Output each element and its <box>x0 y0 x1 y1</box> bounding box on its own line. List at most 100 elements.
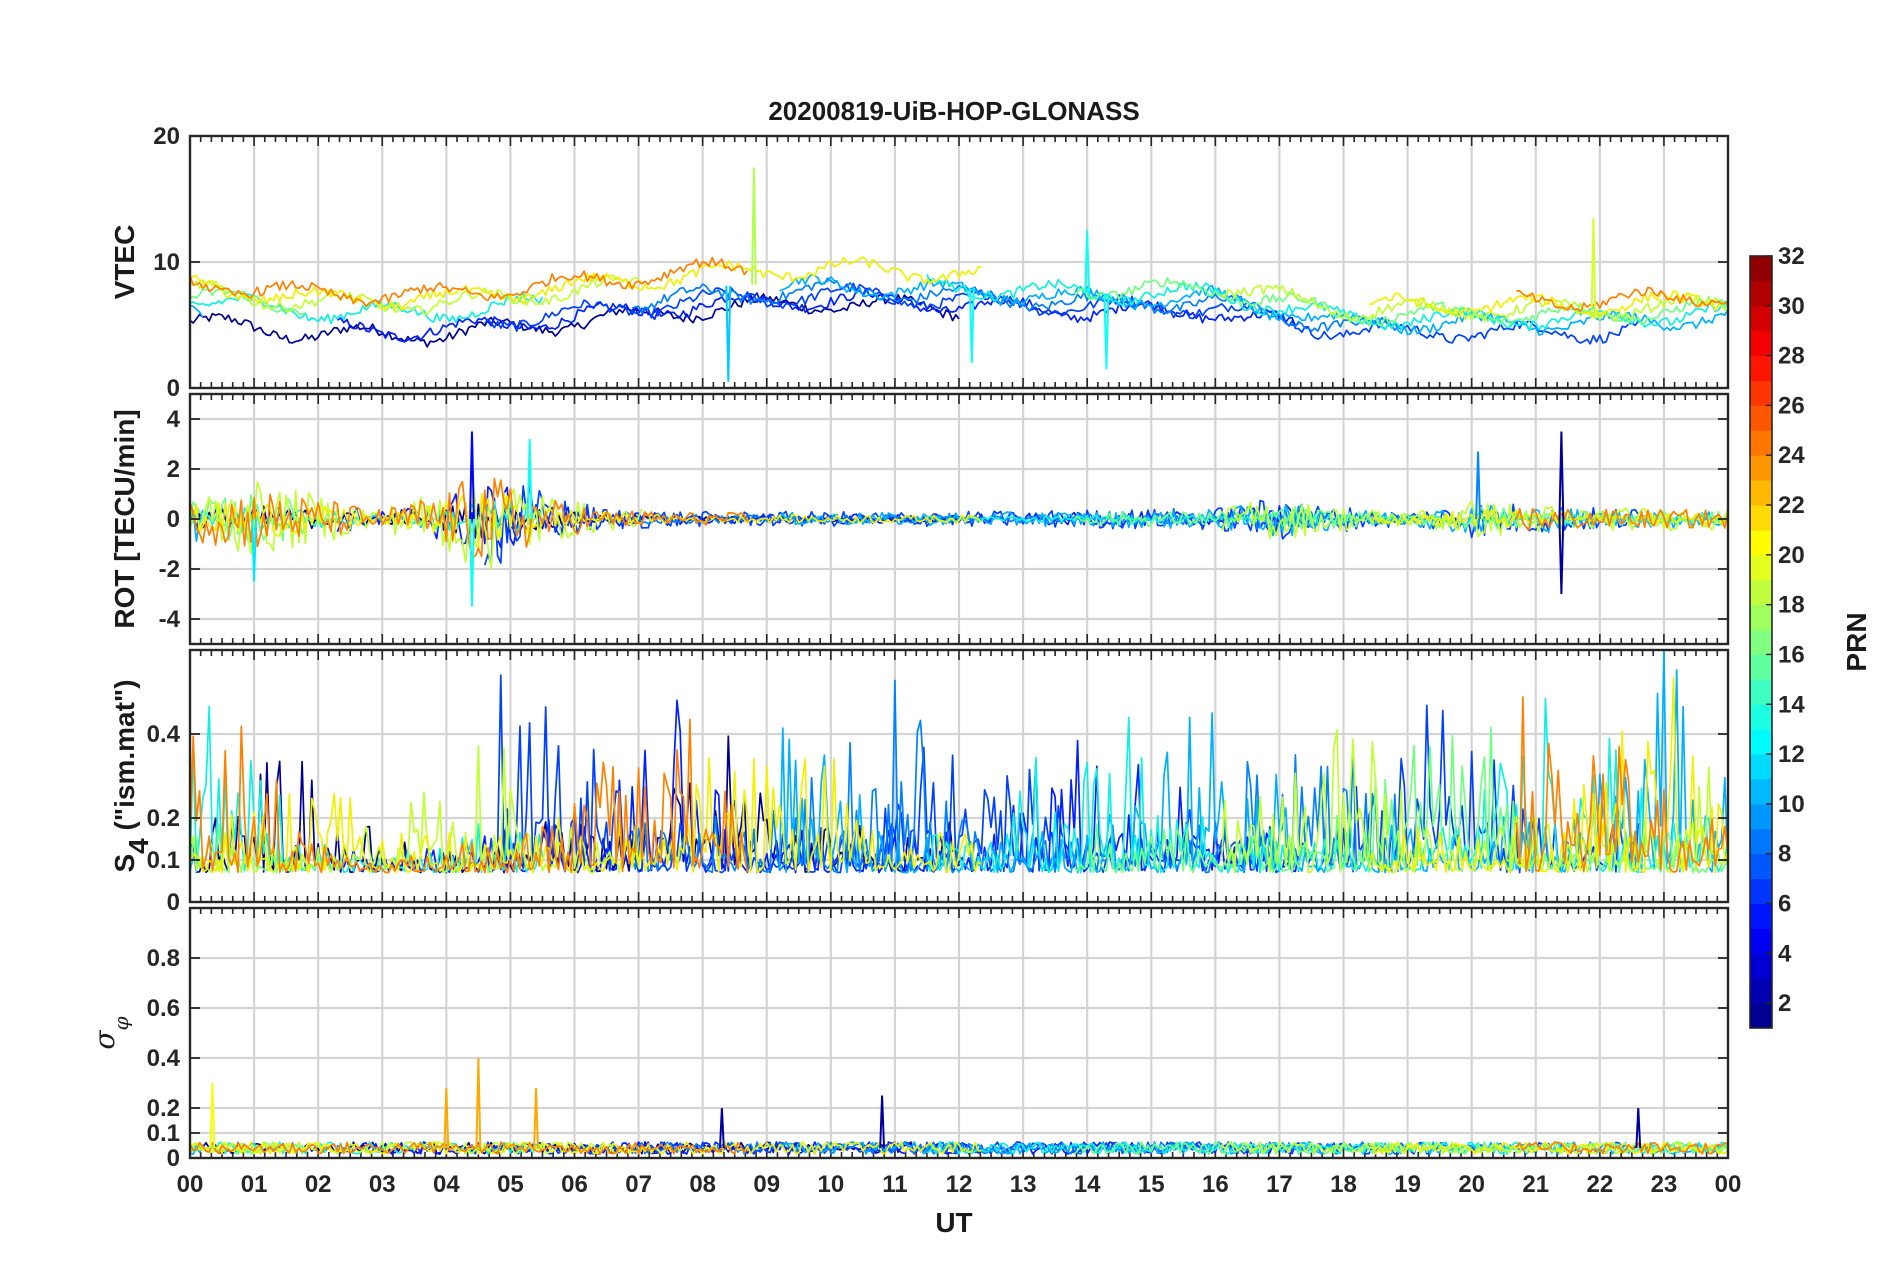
colorbar-tick-label: 32 <box>1778 243 1805 270</box>
x-tick-label: 14 <box>1074 1171 1101 1198</box>
x-tick-label: 10 <box>817 1171 844 1198</box>
spike-prn-23 <box>443 1087 450 1149</box>
x-tick-label: 12 <box>946 1171 973 1198</box>
colorbar-segment <box>1750 928 1772 954</box>
spike-prn-12 <box>251 518 258 582</box>
colorbar-segment <box>1750 554 1772 581</box>
series-prn-20 <box>189 676 1729 874</box>
x-tick-label: 16 <box>1202 1171 1229 1198</box>
colorbar-segment <box>1750 629 1772 655</box>
x-tick-label: 11 <box>882 1171 907 1198</box>
y-axis-label-tail: ("ism.mat") <box>109 679 140 838</box>
colorbar-segment <box>1750 604 1772 631</box>
y-tick-label: 20 <box>153 123 180 150</box>
colorbar-segment <box>1750 853 1772 880</box>
spike-prn-13 <box>1084 230 1091 294</box>
colorbar-segment <box>1750 729 1772 755</box>
colorbar-segment <box>1750 430 1772 456</box>
panel-3: 00.10.20.4S4 ("ism.mat") <box>109 648 1730 916</box>
y-axis-label: S4 ("ism.mat") <box>109 679 154 872</box>
colorbar-tick-label: 26 <box>1778 392 1805 419</box>
spike-prn-2 <box>1558 518 1565 595</box>
colorbar-tick-label: 20 <box>1778 542 1805 569</box>
x-tick-label: 18 <box>1330 1171 1357 1198</box>
series-prn-9 <box>631 277 1402 332</box>
series-prn-23 <box>189 1141 1729 1155</box>
x-tick-label: 09 <box>753 1171 780 1198</box>
y-axis-label: ROT [TECU/min] <box>109 409 140 628</box>
y-tick-label: 0.2 <box>147 805 180 832</box>
y-tick-label: 0 <box>167 889 180 916</box>
spike-prn-11 <box>725 285 732 382</box>
colorbar-segment <box>1750 529 1772 556</box>
x-tick-label: 03 <box>369 1171 396 1198</box>
colorbar-segment <box>1750 305 1772 332</box>
colorbar-tick-label: 14 <box>1778 691 1805 718</box>
colorbar-segment <box>1750 579 1772 606</box>
colorbar-segment <box>1750 505 1772 531</box>
chart-title: 20200819-UiB-HOP-GLONASS <box>768 96 1139 126</box>
spike-prn-5 <box>469 431 475 520</box>
x-tick-label: 23 <box>1651 1171 1678 1198</box>
spike-prn-13 <box>968 287 975 363</box>
y-tick-label: 4 <box>167 406 181 433</box>
spike-prn-13 <box>526 438 533 520</box>
panel-4: 00.10.2 0.4 0.6 0.8 σφ 00 01 02 03 04 05 06 07 08 09 10… <box>88 906 1741 1198</box>
y-tick-label: 0.1 <box>147 847 180 874</box>
x-tick-label: 07 <box>625 1171 652 1198</box>
colorbar-frame <box>1749 255 1773 1029</box>
series-group <box>189 649 1729 874</box>
colorbar-tick-label: 28 <box>1778 343 1805 370</box>
x-tick-label: 08 <box>689 1171 716 1198</box>
x-tick-label: 15 <box>1138 1171 1165 1198</box>
x-tick-label: 00 <box>177 1171 204 1198</box>
colorbar-segment <box>1750 380 1772 406</box>
y-tick-label: 10 <box>153 249 180 276</box>
y-tick-label: -2 <box>159 556 180 583</box>
series-prn-19 <box>189 274 1729 323</box>
colorbar-segment <box>1750 903 1772 929</box>
y-axis-label-subscript: 4 <box>123 838 154 854</box>
x-tick-label: 01 <box>241 1171 268 1198</box>
colorbar-tick-label: 2 <box>1778 990 1791 1017</box>
colorbar-segment <box>1750 280 1772 307</box>
colorbar-tick-label: 8 <box>1778 841 1791 868</box>
series-group <box>190 1142 1728 1154</box>
x-tick-label: 02 <box>305 1171 332 1198</box>
y-tick-label: -4 <box>159 606 181 633</box>
panel-frame <box>188 648 1730 904</box>
x-tick-label: 13 <box>1010 1171 1037 1198</box>
x-axis-label: UT <box>935 1207 972 1238</box>
x-tick-label: 21 <box>1522 1171 1549 1198</box>
colorbar-segment <box>1750 803 1772 830</box>
x-tick-label: 22 <box>1586 1171 1613 1198</box>
y-axis-label-main: S <box>109 854 140 873</box>
colorbar-segment <box>1750 455 1772 481</box>
x-tick-label: 19 <box>1394 1171 1421 1198</box>
panel-1: 0 10 20 VTEC <box>109 123 1728 402</box>
colorbar-segment <box>1750 778 1772 805</box>
y-tick-label: 0 <box>167 1145 180 1172</box>
y-tick-label: 0.1 <box>147 1120 180 1147</box>
panel-frame <box>188 906 1730 1160</box>
colorbar-tick-label: 30 <box>1778 293 1805 320</box>
series-group <box>189 466 1729 570</box>
spike-prn-20 <box>209 1082 216 1149</box>
spike-prn-23 <box>533 1087 539 1149</box>
series-prn-4 <box>337 699 1300 874</box>
spike-prn-2 <box>718 1107 725 1149</box>
colorbar-segment <box>1750 978 1772 1004</box>
y-tick-label: 0.2 <box>147 1095 180 1122</box>
spike-prn-19 <box>1590 217 1597 319</box>
spike-prn-23 <box>475 1057 482 1149</box>
x-tick-label: 04 <box>433 1171 460 1198</box>
colorbar-segment <box>1750 330 1772 357</box>
colorbar-tick-label: 6 <box>1778 890 1791 917</box>
y-tick-label: 0 <box>167 506 180 533</box>
series-prn-23 <box>189 477 1729 558</box>
spike-prn-2 <box>879 1095 886 1149</box>
colorbar-segment <box>1750 256 1772 282</box>
